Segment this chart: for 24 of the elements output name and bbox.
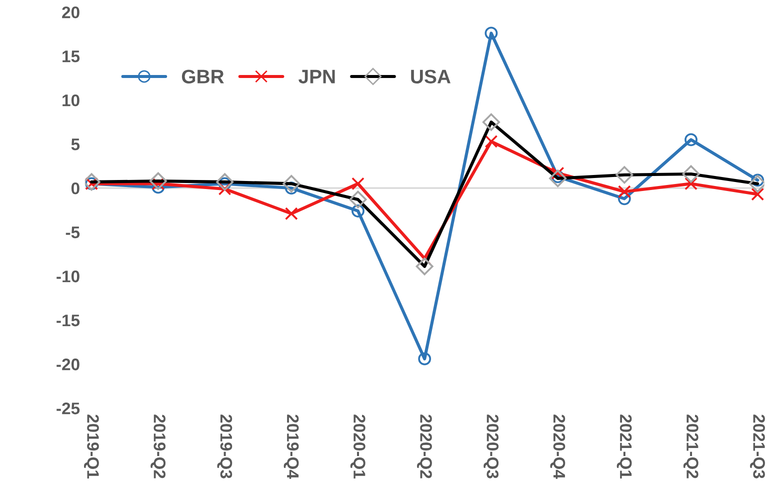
x-tick-label: 2019-Q2: [150, 414, 166, 478]
legend-label: JPN: [298, 70, 335, 84]
x-tick-label: 2019-Q3: [217, 414, 232, 478]
y-tick-label: 15: [62, 50, 80, 62]
y-tick-label: -20: [56, 358, 80, 370]
legend-label: USA: [411, 70, 450, 84]
y-tick-label: 10: [62, 94, 80, 106]
x-tick-label: 2021-Q3: [750, 414, 765, 478]
y-tick-label: -25: [56, 402, 80, 414]
x-tick-label: 2020-Q2: [417, 414, 432, 478]
y-tick-label: -10: [56, 270, 80, 282]
y-tick-label: -15: [56, 314, 80, 326]
x-tick-label: 2020-Q1: [350, 414, 366, 478]
legend-label: GBR: [182, 70, 224, 84]
x-tick-label: 2020-Q3: [484, 414, 499, 478]
y-tick-label: -5: [66, 226, 80, 238]
y-tick-label: 0: [71, 182, 80, 194]
x-tick-label: 2021-Q2: [683, 414, 698, 478]
y-tick-label: 20: [62, 6, 80, 18]
x-tick-label: 2019-Q1: [84, 414, 99, 478]
y-tick-label: 5: [71, 138, 80, 150]
x-tick-label: 2020-Q4: [550, 414, 566, 479]
x-tick-label: 2021-Q1: [616, 414, 632, 478]
x-tick-label: 2019-Q4: [284, 414, 299, 479]
